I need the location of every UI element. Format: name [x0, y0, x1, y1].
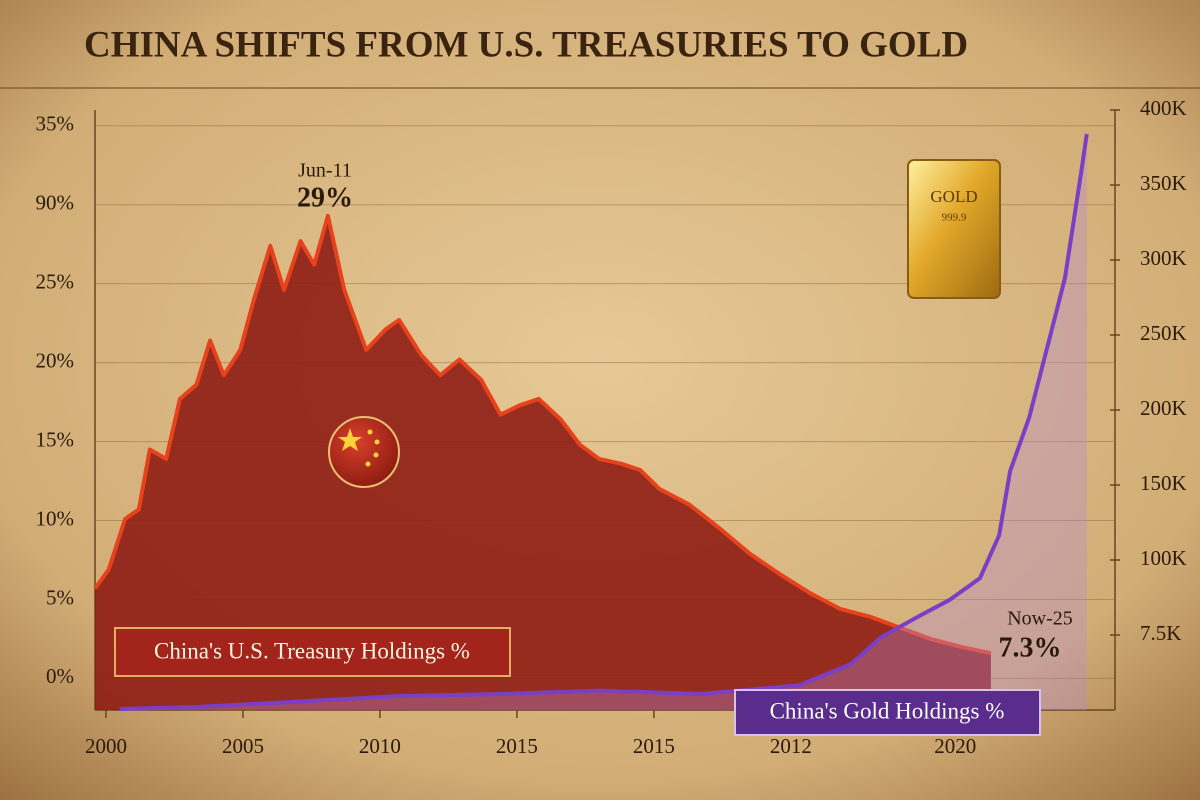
annotation: Jun-11 — [298, 160, 352, 182]
y-tick-label: 35% — [36, 112, 75, 136]
y-tick-label: 20% — [36, 348, 75, 372]
y-tick-label: 15% — [36, 427, 75, 451]
x-tick-label: 2000 — [85, 734, 127, 758]
legend-box — [734, 689, 1041, 736]
y2-tick-label: 350K — [1140, 171, 1187, 195]
y-tick-label: 0% — [46, 664, 74, 688]
y2-tick-label: 7.5K — [1140, 621, 1181, 645]
annotation: 29% — [297, 182, 353, 213]
annotation: Now-25 — [1007, 608, 1073, 630]
series-line — [93, 213, 992, 656]
plot-area: 35% 90% 25% 20% 15% 10% 5% 0% 400K 350K 300K 250K 20… — [36, 96, 1187, 758]
annotation: 7.3% — [999, 632, 1062, 663]
legend-entry: China's U.S. Treasury Holdings % — [154, 638, 470, 663]
y2-tick-label: 300K — [1140, 246, 1187, 270]
chart-title: CHINA SHIFTS FROM U.S. TREASURIES TO GOL… — [84, 24, 968, 65]
gold-bar-purity: 999.9 — [942, 212, 967, 224]
flag-star — [338, 428, 362, 451]
flag-star — [373, 452, 379, 458]
y-tick-label: 25% — [36, 269, 75, 293]
y2-tick-label: 100K — [1140, 546, 1187, 570]
y2-tick-label: 200K — [1140, 396, 1187, 420]
x-tick-label: 2020 — [934, 734, 976, 758]
legend-entry: China's Gold Holdings % — [770, 698, 1005, 723]
x-tick-label: 2005 — [222, 734, 264, 758]
y2-tick-label: 250K — [1140, 321, 1187, 345]
flag-star — [365, 461, 371, 467]
flag-emblem — [328, 416, 400, 488]
legend-box — [114, 627, 511, 677]
series-line — [119, 133, 1089, 711]
gold-bar-label: GOLD — [930, 187, 977, 206]
y2-tick-label: 400K — [1140, 96, 1187, 120]
y2-tick-label: 150K — [1140, 471, 1187, 495]
x-tick-label: 2015 — [633, 734, 675, 758]
y-tick-label: 90% — [36, 191, 75, 215]
flag-star — [374, 439, 380, 445]
series-area — [119, 134, 1087, 710]
series-area — [95, 215, 991, 711]
y-tick-label: 5% — [46, 585, 74, 609]
x-tick-label: 2015 — [496, 734, 538, 758]
gold-bar — [907, 159, 1001, 299]
flag-star — [367, 429, 373, 435]
x-tick-label: 2010 — [359, 734, 401, 758]
x-tick-label: 2012 — [770, 734, 812, 758]
y-tick-label: 10% — [36, 506, 75, 530]
